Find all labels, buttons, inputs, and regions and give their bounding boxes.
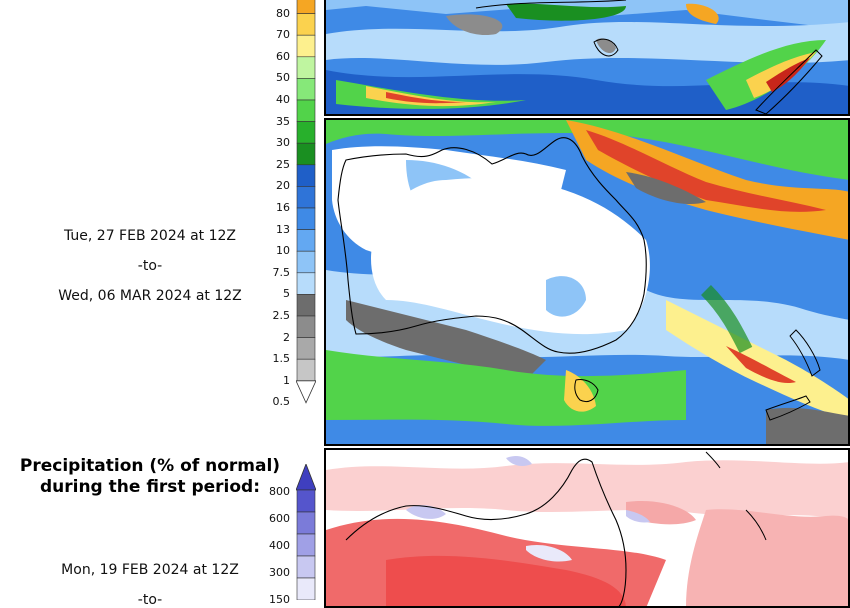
precipitation-map-main [324,118,850,446]
normal-colorbar [295,462,317,601]
period2-end-date: Wed, 06 MAR 2024 at 12Z [58,288,242,304]
normal-tick-600: 600 [269,512,290,525]
precip-tick-label: 1 [283,373,290,387]
period2-start-date: Tue, 27 FEB 2024 at 12Z [63,228,237,244]
colorbar-segment-arrow [295,380,317,404]
colorbar-segment [296,358,316,382]
precip-tick-label: 5 [283,287,290,301]
normal-tick-400: 400 [269,539,290,552]
precip-tick-label: 2 [283,330,290,344]
precip-tick-label: 10 [276,244,290,258]
normal-tick-800: 800 [269,485,290,498]
colorbar-segment [296,207,316,230]
period2-to-separator: -to- [137,258,163,274]
precip-tick-label: 40 [276,93,290,106]
percent-normal-map [324,448,850,608]
precip-tick-label: 35 [276,114,290,128]
precip-tick-label: 30 [276,136,290,150]
precip-colorbar [295,0,317,404]
colorbar-segment [296,186,316,209]
colorbar-segment [296,34,316,58]
colorbar-segment [296,315,316,338]
colorbar-segment [296,142,316,166]
percent-normal-title-line2: during the first period: [39,477,261,497]
colorbar-segment [296,99,316,122]
precip-tick-label: 25 [276,157,290,171]
normal-tick-300: 300 [269,566,290,579]
colorbar-segment [296,272,316,295]
colorbar-segment [296,13,316,36]
precip-tick-label: 60 [276,49,290,63]
precip-tick-label: 2.5 [272,309,291,322]
precip-tick-label: 50 [276,71,290,85]
period1-to-separator: -to- [137,592,163,608]
precip-tick-label: 13 [276,222,290,236]
colorbar-segment [296,337,316,360]
colorbar-segment [296,250,316,274]
precip-tick-label: 80 [276,6,290,20]
colorbar-segment [296,0,316,14]
precip-tick-label: 16 [276,201,290,214]
percent-normal-title: Precipitation (% of normal) during the f… [10,456,290,498]
colorbar-segment [296,56,316,79]
precip-tick-label: 0.5 [272,395,291,409]
precip-tick-label: 7.5 [272,265,291,279]
period1-start-date: Mon, 19 FEB 2024 at 12Z [61,562,239,578]
precip-tick-label: 1.5 [272,352,291,366]
precip-tick-label: 20 [276,179,290,193]
precip-tick-label: 70 [276,28,290,42]
percent-normal-title-line1: Precipitation (% of normal) [19,456,281,476]
colorbar-segment [296,78,316,101]
colorbar-segment [296,229,316,252]
colorbar-segment [296,164,316,187]
colorbar-segment [296,294,316,317]
precipitation-map-top [324,0,850,116]
colorbar-segment [296,121,316,144]
